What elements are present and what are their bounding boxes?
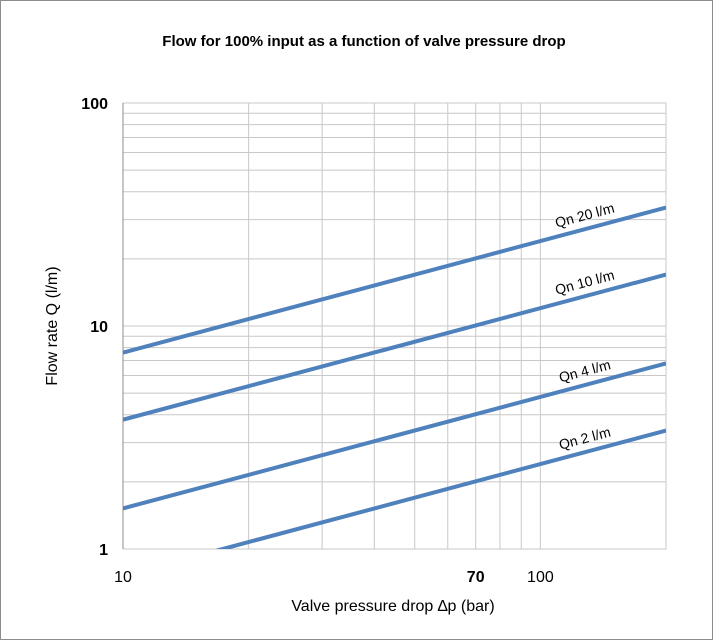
series-line [123,205,666,355]
series-label: Qn 10 l/m [553,267,616,298]
y-tick-label: 100 [81,96,108,113]
grid [122,102,667,550]
series-lines [123,205,666,549]
tick-labels: 10 70 100 1 10 100 [81,96,554,586]
x-tick-label: 70 [467,569,485,586]
series-label: Qn 20 l/m [553,200,616,231]
series-line [123,272,666,422]
y-tick-label: 10 [90,319,108,336]
series-line [214,428,666,549]
series-line [123,361,666,511]
x-axis-label: Valve pressure drop ∆p (bar) [291,598,494,615]
x-tick-label: 10 [114,569,132,586]
chart-title: Flow for 100% input as a function of val… [162,33,565,50]
y-axis-label: Flow rate Q (l/m) [44,266,61,385]
y-tick-label: 1 [99,542,108,559]
x-tick-label: 100 [527,569,554,586]
